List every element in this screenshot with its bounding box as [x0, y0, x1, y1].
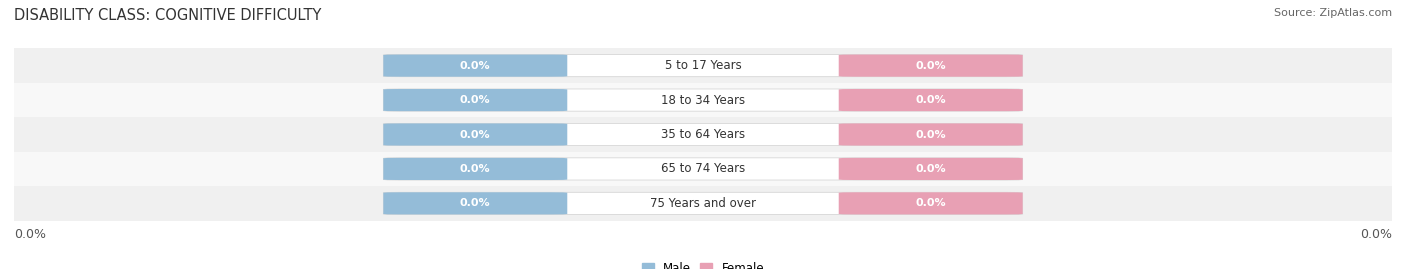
FancyBboxPatch shape [384, 158, 567, 180]
Text: 0.0%: 0.0% [915, 198, 946, 208]
FancyBboxPatch shape [384, 55, 567, 77]
FancyBboxPatch shape [839, 55, 1022, 77]
FancyBboxPatch shape [384, 55, 1022, 77]
FancyBboxPatch shape [384, 123, 567, 146]
Text: 0.0%: 0.0% [14, 228, 46, 241]
Text: 75 Years and over: 75 Years and over [650, 197, 756, 210]
Text: 0.0%: 0.0% [460, 61, 491, 71]
Bar [14, 83, 1392, 117]
Text: 0.0%: 0.0% [1360, 228, 1392, 241]
Text: 0.0%: 0.0% [915, 129, 946, 140]
Bar [14, 117, 1392, 152]
FancyBboxPatch shape [839, 158, 1022, 180]
Text: 0.0%: 0.0% [460, 198, 491, 208]
Text: 0.0%: 0.0% [915, 61, 946, 71]
Text: 0.0%: 0.0% [460, 129, 491, 140]
Text: 35 to 64 Years: 35 to 64 Years [661, 128, 745, 141]
FancyBboxPatch shape [384, 192, 1022, 214]
Bar [14, 48, 1392, 83]
Text: 65 to 74 Years: 65 to 74 Years [661, 162, 745, 175]
Text: 18 to 34 Years: 18 to 34 Years [661, 94, 745, 107]
Text: 0.0%: 0.0% [460, 164, 491, 174]
Bar [14, 152, 1392, 186]
Text: 0.0%: 0.0% [915, 164, 946, 174]
FancyBboxPatch shape [839, 89, 1022, 111]
Text: Source: ZipAtlas.com: Source: ZipAtlas.com [1274, 8, 1392, 18]
Text: 5 to 17 Years: 5 to 17 Years [665, 59, 741, 72]
FancyBboxPatch shape [384, 89, 567, 111]
FancyBboxPatch shape [384, 89, 1022, 111]
Legend: Male, Female: Male, Female [637, 258, 769, 269]
FancyBboxPatch shape [839, 123, 1022, 146]
FancyBboxPatch shape [384, 123, 1022, 146]
Text: DISABILITY CLASS: COGNITIVE DIFFICULTY: DISABILITY CLASS: COGNITIVE DIFFICULTY [14, 8, 322, 23]
FancyBboxPatch shape [839, 192, 1022, 214]
Text: 0.0%: 0.0% [460, 95, 491, 105]
Bar [14, 186, 1392, 221]
FancyBboxPatch shape [384, 158, 1022, 180]
FancyBboxPatch shape [384, 192, 567, 214]
Text: 0.0%: 0.0% [915, 95, 946, 105]
